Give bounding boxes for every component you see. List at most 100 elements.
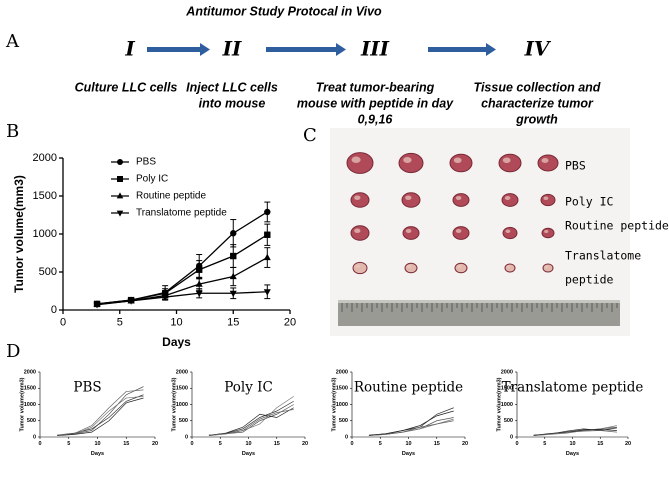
x-tick-label: 20 <box>462 441 468 447</box>
chart-title: Translatome peptide <box>502 380 644 396</box>
y-tick-label: 1000 <box>33 228 57 240</box>
panel-label: B <box>6 121 19 142</box>
series-line <box>57 394 144 436</box>
y-tick-label: 2000 <box>501 369 513 375</box>
marker <box>196 266 203 273</box>
step-numeral: I <box>124 37 135 61</box>
tumor <box>402 226 420 240</box>
tumor <box>449 153 473 173</box>
x-axis-label: Days <box>162 335 191 349</box>
x-tick-label: 0 <box>350 441 353 447</box>
step-numeral: IV <box>524 37 552 61</box>
marker <box>264 208 271 216</box>
tumor <box>498 153 522 173</box>
x-tick-label: 20 <box>625 441 631 447</box>
series-line <box>57 389 144 436</box>
tumor-highlight <box>502 157 511 163</box>
y-tick-label: 1000 <box>501 402 513 408</box>
y-tick-label: 2000 <box>176 369 188 375</box>
y-tick-label: 0 <box>51 304 57 316</box>
tumor-highlight <box>504 196 511 200</box>
marker <box>263 253 271 261</box>
tumor <box>452 193 470 207</box>
tumor-highlight <box>354 195 361 200</box>
marker <box>195 290 203 298</box>
marker <box>230 230 237 237</box>
legend-label: Poly IC <box>136 174 168 185</box>
series-line <box>368 417 454 436</box>
tumor <box>350 192 370 208</box>
marker <box>161 294 169 301</box>
tumor-highlight <box>544 265 549 268</box>
series-line <box>208 409 294 436</box>
photo-label: peptide <box>565 273 614 287</box>
x-axis-label: Days <box>566 451 579 457</box>
y-tick-label: 1000 <box>176 402 188 408</box>
tumor-highlight <box>405 195 412 200</box>
tumor <box>540 193 556 207</box>
x-tick-label: 5 <box>543 441 546 447</box>
y-tick-label: 1500 <box>176 386 188 392</box>
x-tick-label: 20 <box>284 317 296 329</box>
x-tick-label: 15 <box>597 441 603 447</box>
tumor-highlight <box>455 229 462 233</box>
x-axis-label: Days <box>402 451 415 457</box>
x-axis-label: Days <box>242 451 255 457</box>
step-text: into mouse <box>199 96 266 110</box>
tumor <box>537 154 559 172</box>
series-line <box>208 404 294 436</box>
step-text: mouse with peptide in day <box>297 96 454 110</box>
series-line <box>533 430 617 437</box>
y-tick-label: 500 <box>504 418 513 424</box>
tumors <box>341 152 618 312</box>
marker <box>229 272 237 280</box>
arrows <box>147 43 496 56</box>
marker <box>263 289 271 296</box>
y-tick-label: 1000 <box>336 402 348 408</box>
photo-label: PBS <box>565 159 586 173</box>
y-tick-label: 500 <box>27 418 36 424</box>
x-tick-label: 5 <box>219 441 222 447</box>
step-numeral: II <box>222 37 242 61</box>
photo-label: Translatome <box>565 249 641 263</box>
x-tick-label: 15 <box>434 441 440 447</box>
x-tick-label: 0 <box>190 441 193 447</box>
y-tick-label: 1500 <box>33 190 57 202</box>
tumor-highlight <box>354 228 361 233</box>
tumor-highlight <box>505 229 511 233</box>
series-line <box>57 396 144 436</box>
x-tick-label: 0 <box>38 441 41 447</box>
series-line <box>208 396 294 437</box>
tumor-highlight <box>407 265 412 268</box>
x-tick-label: 5 <box>379 441 382 447</box>
legend-marker <box>116 210 124 217</box>
x-tick-label: 15 <box>123 441 129 447</box>
tumor-highlight <box>453 157 462 163</box>
marker <box>229 290 237 298</box>
marker <box>127 298 135 305</box>
series-line <box>368 410 454 436</box>
y-tick-label: 500 <box>339 418 348 424</box>
chart-title: Routine peptide <box>354 380 463 396</box>
tumor <box>404 262 418 274</box>
tumor-highlight <box>457 265 462 268</box>
legend-marker <box>117 159 123 165</box>
x-tick-label: 10 <box>569 441 575 447</box>
x-tick-label: 0 <box>515 441 518 447</box>
x-tick-label: 0 <box>60 317 66 329</box>
y-tick-label: 1500 <box>501 386 513 392</box>
x-tick-label: 15 <box>274 441 280 447</box>
photo <box>330 128 630 336</box>
legend-marker <box>117 176 123 182</box>
y-tick-label: 500 <box>179 418 188 424</box>
step-numeral: III <box>360 37 390 61</box>
legend-label: PBS <box>136 157 156 168</box>
photo-label: Poly IC <box>565 195 614 209</box>
tumor-highlight <box>355 264 361 268</box>
series-line <box>57 397 144 437</box>
y-tick-label: 1500 <box>336 386 348 392</box>
tumor <box>504 263 516 273</box>
tumor-highlight <box>403 157 412 163</box>
tumor-highlight <box>544 230 549 233</box>
